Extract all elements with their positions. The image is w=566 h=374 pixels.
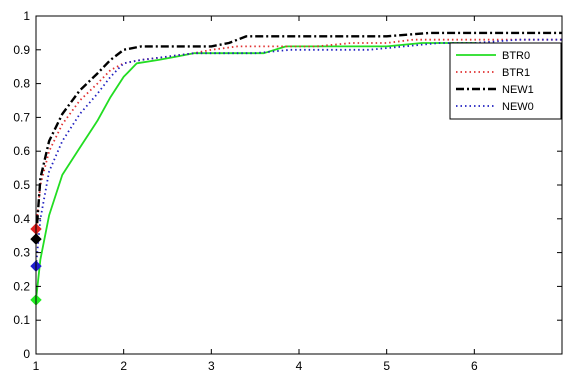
legend-label: NEW1 [502, 84, 534, 96]
legend-label: BTR0 [502, 50, 530, 62]
y-tick-label: 0.8 [13, 77, 30, 91]
x-tick-label: 4 [296, 359, 303, 373]
x-tick-label: 5 [383, 359, 390, 373]
y-tick-label: 0.5 [13, 178, 30, 192]
legend-label: BTR1 [502, 67, 530, 79]
series-line-btr0 [35, 42, 562, 300]
y-tick-label: 0.7 [13, 110, 30, 124]
y-tick-label: 0 [23, 347, 30, 361]
legend-label: NEW0 [502, 101, 534, 113]
y-tick-label: 0.4 [13, 212, 30, 226]
y-tick-label: 1 [23, 9, 30, 23]
x-tick-label: 1 [33, 359, 40, 373]
x-tick-label: 3 [208, 359, 215, 373]
y-tick-label: 0.2 [13, 279, 30, 293]
y-tick-label: 0.9 [13, 43, 30, 57]
x-tick-label: 6 [471, 359, 478, 373]
y-tick-label: 0.3 [13, 246, 30, 260]
y-tick-label: 0.1 [13, 313, 30, 327]
y-tick-label: 0.6 [13, 144, 30, 158]
plot-lines [34, 31, 562, 300]
legend: BTR0 BTR1 NEW1 NEW0 [449, 42, 562, 120]
x-tick-label: 2 [120, 359, 127, 373]
series-line-new0 [35, 38, 562, 267]
x-axis: 1 2 3 4 5 6 [33, 16, 478, 373]
y-axis: 0 0.1 0.2 0.3 0.4 0.5 0.6 0.7 0.8 0.9 1 [13, 9, 562, 361]
